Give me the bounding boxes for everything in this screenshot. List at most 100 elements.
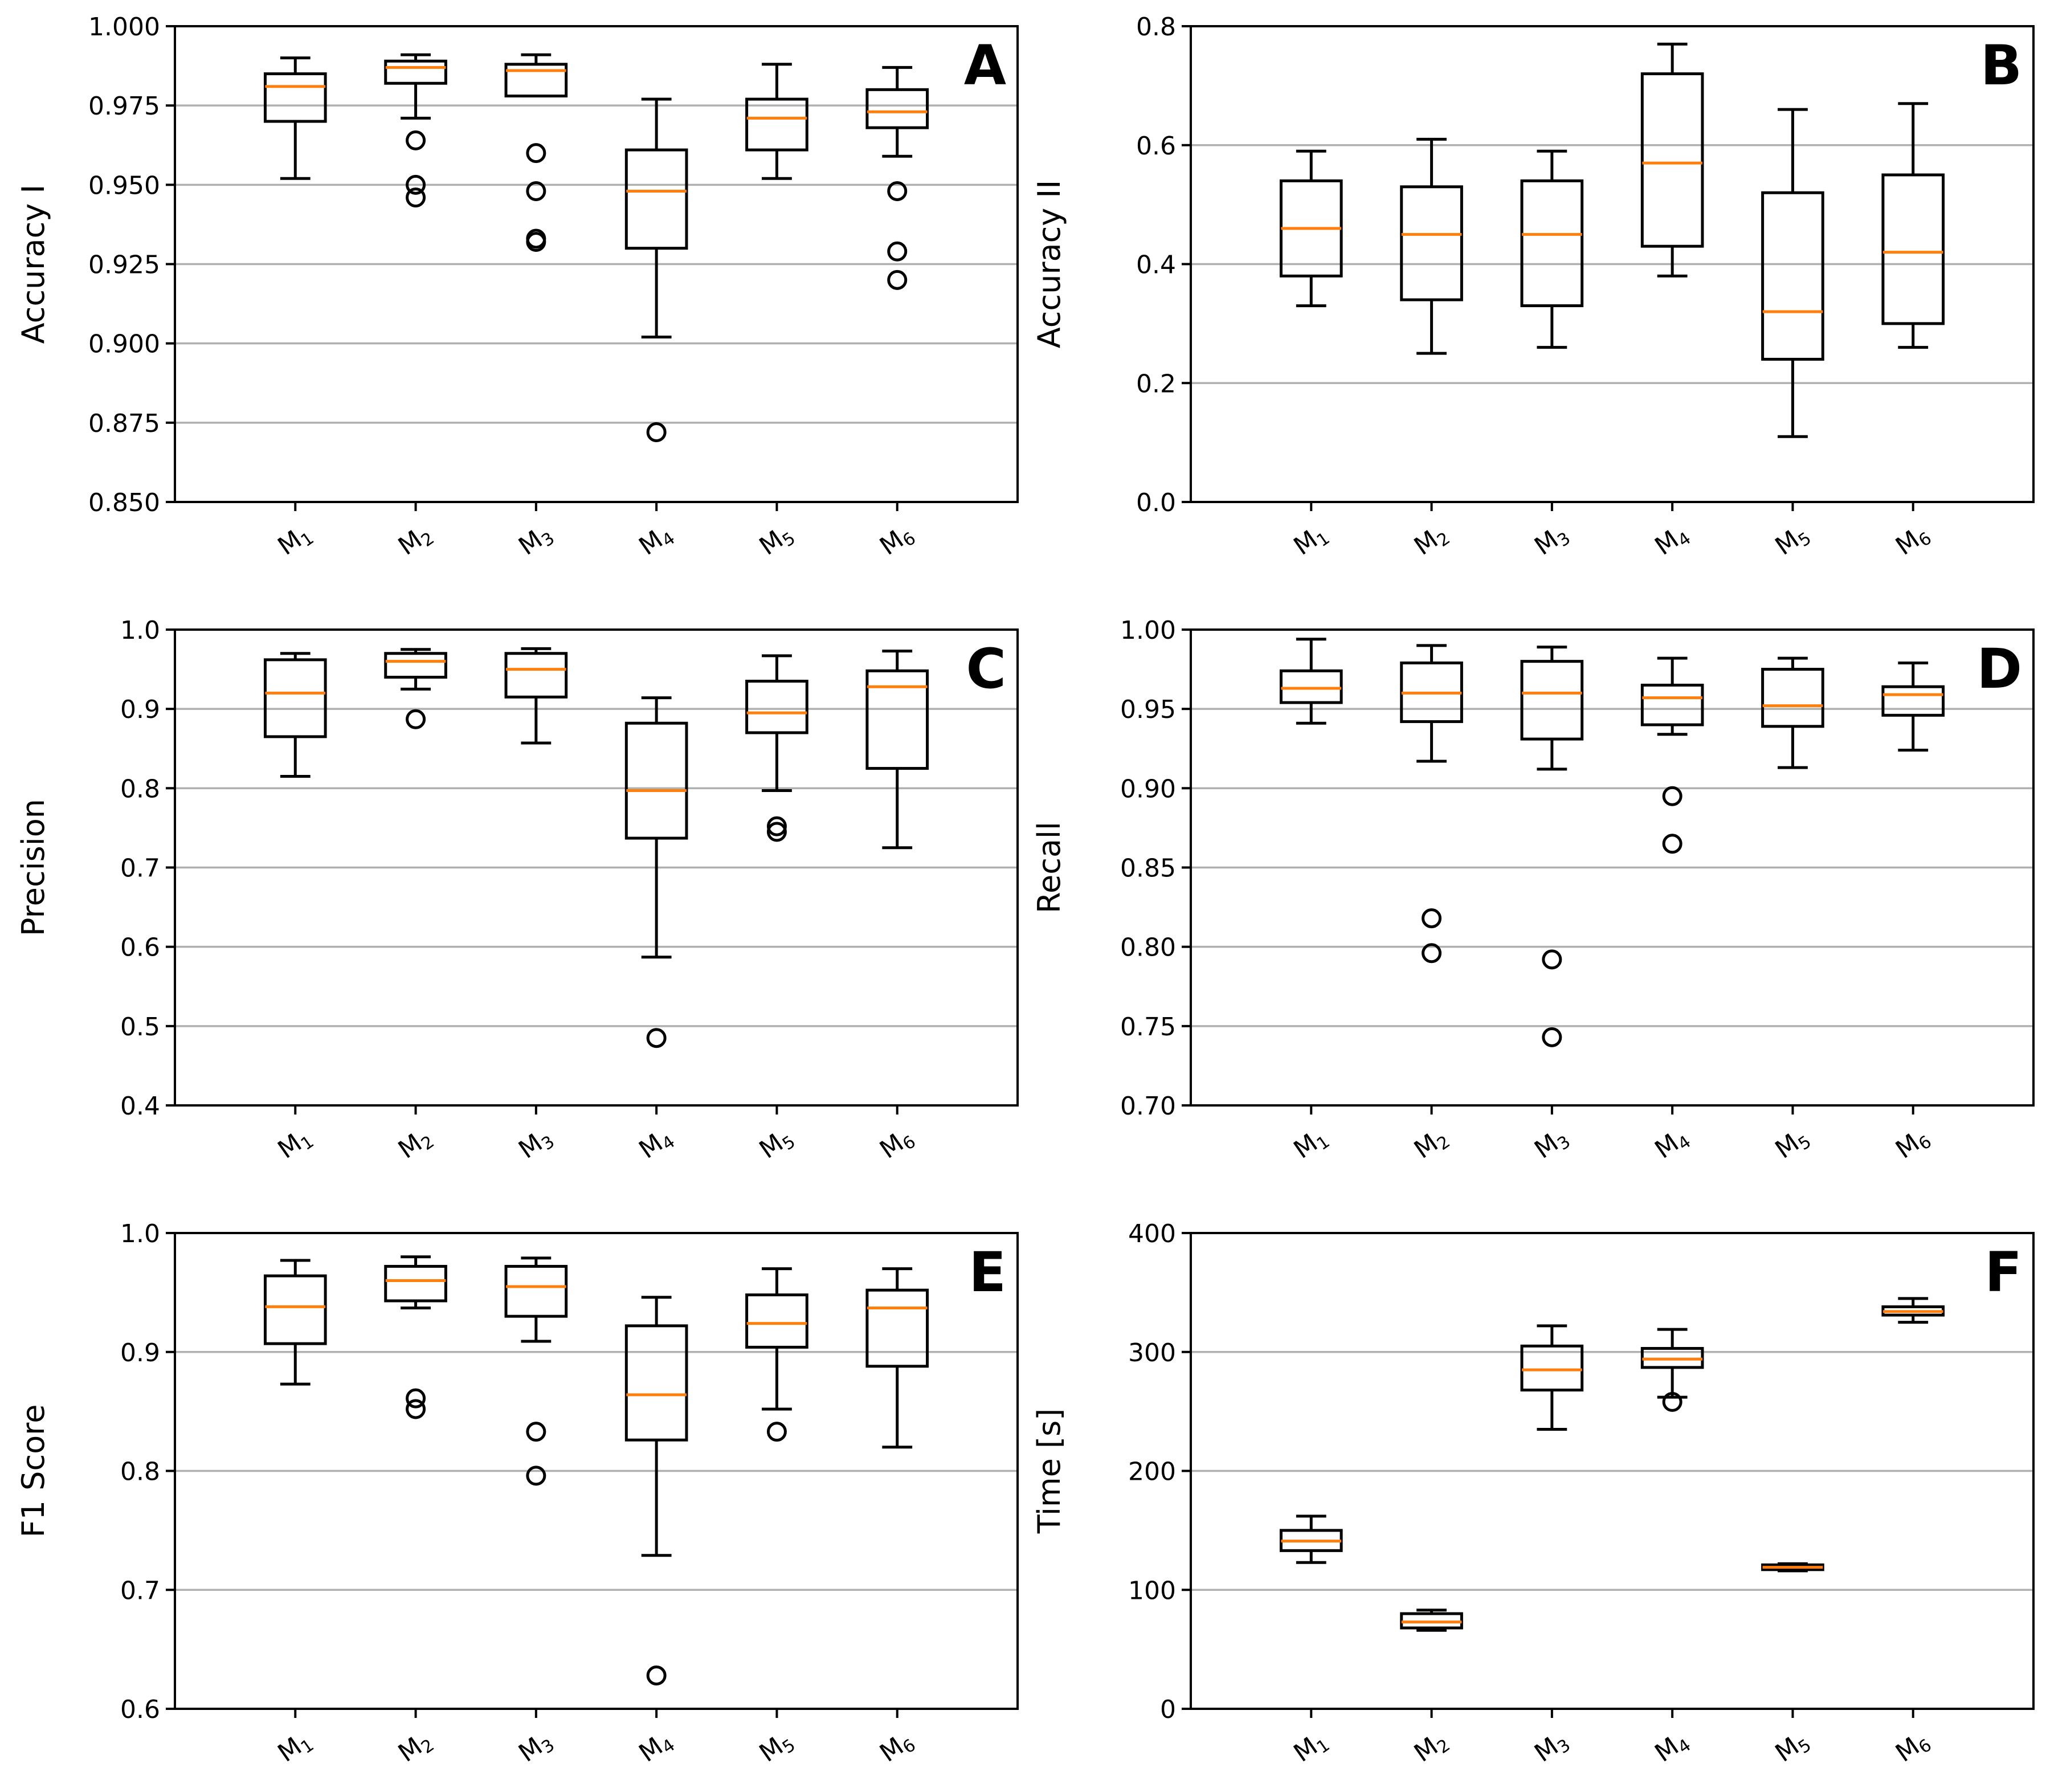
box-body <box>1640 72 1704 248</box>
x-tick-label-base: M <box>1529 1128 1563 1165</box>
x-tick-label: M3 <box>513 1122 558 1167</box>
box-body <box>504 652 568 699</box>
y-tick-label: 0.9 <box>120 1338 160 1368</box>
box-2 <box>384 1255 447 1419</box>
panel-c: 0.4 0.5 0.6 0.7 0.8 0.9 1.0 M1 M2 M3 M4 M5 M6 Precisi… <box>15 616 1019 1167</box>
y-tick-label: 1.0 <box>120 616 160 645</box>
x-tick-label: M5 <box>754 519 799 564</box>
panel-d: 0.70 0.75 0.80 0.85 0.90 0.95 1.00 M1 M2 M3 M4 M5 M6… <box>1031 616 2035 1167</box>
box-body <box>263 1274 327 1345</box>
box-body <box>745 679 808 734</box>
outlier-point <box>766 822 787 842</box>
x-tick-label: M4 <box>634 1725 679 1770</box>
x-tick-label-base: M <box>634 1128 668 1165</box>
x-tick-label: M1 <box>273 1725 318 1770</box>
x-tick-label-base: M <box>1649 525 1684 561</box>
x-tick-label: M1 <box>1289 519 1334 564</box>
y-tick-label: 200 <box>1128 1458 1176 1487</box>
box-6 <box>1881 1297 1945 1324</box>
box-2 <box>1400 137 1463 355</box>
x-tick-label: M2 <box>393 519 438 564</box>
outlier-point <box>1662 786 1682 806</box>
box-4 <box>624 97 688 443</box>
outlier-point <box>646 1028 667 1048</box>
box-1 <box>1279 1515 1343 1564</box>
y-tick-label: 100 <box>1128 1576 1176 1605</box>
x-tick-label-base: M <box>1890 1732 1925 1768</box>
x-tick-label: M5 <box>754 1122 799 1167</box>
box-body <box>263 658 327 738</box>
x-tick-label-base: M <box>875 1128 909 1165</box>
x-tick-label: M5 <box>1770 1122 1815 1167</box>
outlier-point <box>1542 949 1562 970</box>
y-tick-label: 1.00 <box>1120 616 1176 645</box>
box-3 <box>1520 1324 1584 1431</box>
x-tick-label-base: M <box>393 525 427 561</box>
box-2 <box>1400 1609 1463 1632</box>
y-tick-label: 0 <box>1160 1695 1176 1724</box>
box-1 <box>1279 638 1343 725</box>
y-axis-label: Accuracy I <box>15 185 51 344</box>
outlier-point <box>766 1422 787 1442</box>
x-tick-label-base: M <box>875 1732 909 1768</box>
x-tick-label-base: M <box>273 525 307 561</box>
y-tick-label: 0.90 <box>1120 774 1176 803</box>
box-3 <box>504 1256 568 1486</box>
panel-letter: D <box>1976 637 2022 701</box>
x-tick-label-base: M <box>875 525 909 561</box>
outlier-point <box>406 174 426 195</box>
x-tick-label: M6 <box>1890 1725 1935 1770</box>
outlier-point <box>526 1422 546 1442</box>
x-tick-label: M5 <box>754 1725 799 1770</box>
y-tick-label: 0.925 <box>88 251 160 280</box>
x-tick-label-base: M <box>1289 1732 1323 1768</box>
y-axis-label: Precision <box>15 799 51 936</box>
box-body <box>384 59 447 85</box>
x-tick-label: M1 <box>1289 1725 1334 1770</box>
y-tick-label: 0.80 <box>1120 933 1176 962</box>
x-tick-label: M1 <box>273 519 318 564</box>
box-1 <box>263 56 327 180</box>
box-4 <box>1640 42 1704 277</box>
y-tick-label: 0.8 <box>1136 13 1176 42</box>
y-tick-label: 0.6 <box>1136 132 1176 161</box>
box-5 <box>1761 656 1824 769</box>
x-tick-label-base: M <box>1409 525 1443 561</box>
box-body <box>1761 668 1824 728</box>
x-tick-label-base: M <box>1289 525 1323 561</box>
x-tick-label-base: M <box>1770 1128 1804 1165</box>
box-3 <box>1520 646 1584 1047</box>
y-tick-label: 0.6 <box>120 1695 160 1724</box>
x-tick-label-base: M <box>1890 525 1925 561</box>
box-body <box>865 88 929 129</box>
box-body <box>1279 669 1343 704</box>
box-3 <box>1520 149 1584 349</box>
outlier-point <box>406 709 426 729</box>
x-tick-label: M2 <box>1409 1725 1454 1770</box>
y-tick-label: 0.95 <box>1120 695 1176 724</box>
outlier-point <box>887 181 908 201</box>
x-tick-label: M5 <box>1770 1725 1815 1770</box>
outlier-point <box>887 241 908 262</box>
y-tick-label: 400 <box>1128 1219 1176 1248</box>
box-3 <box>504 53 568 252</box>
box-6 <box>1881 661 1945 752</box>
outlier-point <box>406 1388 426 1409</box>
outlier-point <box>1542 1027 1562 1047</box>
x-tick-label: M4 <box>1649 1122 1694 1167</box>
outlier-point <box>1662 1391 1682 1412</box>
box-6 <box>865 66 929 290</box>
x-tick-label-base: M <box>754 1128 789 1165</box>
x-tick-label: M6 <box>1890 1122 1935 1167</box>
box-4 <box>624 1296 688 1686</box>
box-1 <box>1279 149 1343 308</box>
x-tick-label: M2 <box>1409 519 1454 564</box>
x-tick-label-base: M <box>754 1732 789 1768</box>
outlier-point <box>526 1466 546 1486</box>
box-body <box>504 1264 568 1318</box>
panel-b: 0.0 0.2 0.4 0.6 0.8 M1 M2 M3 M4 M5 M6 Accuracy II B <box>1031 13 2035 564</box>
y-tick-label: 0.9 <box>120 695 160 724</box>
box-3 <box>504 647 568 745</box>
x-tick-label: M3 <box>513 519 558 564</box>
